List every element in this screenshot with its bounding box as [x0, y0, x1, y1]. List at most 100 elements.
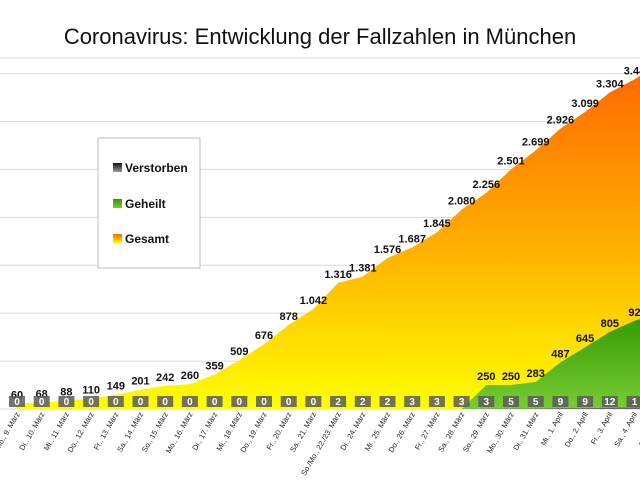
data-label-geheilt: 645 [576, 333, 594, 345]
data-label-bg-verstorben [354, 396, 371, 407]
x-tick-label: Mi., 1. April [539, 410, 566, 447]
data-label-geheilt: 250 [502, 371, 520, 383]
data-label-bg-verstorben [404, 396, 421, 407]
data-label-verstorben: 5 [508, 397, 514, 408]
data-label-verstorben: 0 [113, 397, 119, 408]
data-label-geheilt: 805 [601, 318, 619, 330]
data-label-bg-verstorben [305, 396, 322, 407]
data-label-gesamt: 509 [230, 346, 248, 358]
data-label-bg-verstorben [527, 396, 544, 407]
data-label-gesamt: 2.926 [547, 115, 575, 127]
x-tick-label: Sa., 4. April [612, 410, 639, 448]
data-label-gesamt: 1.381 [349, 263, 377, 275]
data-label-gesamt: 1.687 [398, 233, 426, 245]
legend-label-verstorben: Verstorben [125, 161, 188, 175]
x-tick-label: Fr., 3. April [589, 410, 615, 446]
data-label-verstorben: 0 [138, 397, 144, 408]
data-label-bg-verstorben [428, 396, 445, 407]
data-label-gesamt: 260 [181, 370, 199, 382]
area-verstorben [17, 407, 640, 409]
data-label-gesamt: 1.576 [374, 244, 402, 256]
data-label-gesamt: 676 [255, 330, 273, 342]
data-label-bg-verstorben [231, 396, 248, 407]
data-label-bg-verstorben [478, 396, 495, 407]
data-label-verstorben: 2 [360, 397, 366, 408]
data-label-verstorben: 0 [311, 397, 317, 408]
data-label-bg-verstorben [256, 396, 272, 407]
data-label-gesamt: 110 [82, 384, 100, 396]
data-label-geheilt: 92 [628, 307, 640, 319]
data-label-gesamt: 149 [107, 381, 125, 393]
data-label-verstorben: 0 [286, 397, 292, 408]
data-label-bg-verstorben [107, 396, 124, 407]
data-label-gesamt: 2.080 [448, 196, 476, 208]
data-label-verstorben: 3 [409, 397, 415, 408]
data-label-gesamt: 3.44 [624, 65, 640, 77]
data-label-verstorben: 0 [261, 397, 267, 408]
data-label-verstorben: 9 [558, 397, 564, 408]
data-label-gesamt: 878 [280, 311, 298, 323]
x-tick-label: Do., 2. April [563, 410, 590, 448]
data-label-gesamt: 2.501 [497, 155, 525, 167]
area-gesamt [17, 75, 640, 409]
data-label-verstorben: 2 [385, 397, 391, 408]
data-label-verstorben: 3 [459, 397, 465, 408]
data-label-bg-verstorben [132, 396, 149, 407]
legend-swatch-geheilt [113, 199, 122, 208]
data-label-verstorben: 0 [64, 397, 70, 408]
data-label-gesamt: 1.845 [423, 218, 451, 230]
data-label-verstorben: 12 [604, 397, 616, 408]
data-label-gesamt: 1.316 [324, 269, 352, 281]
data-label-gesamt: 2.699 [522, 136, 550, 148]
data-label-bg-verstorben [626, 396, 640, 407]
data-label-geheilt: 487 [551, 348, 569, 360]
data-label-verstorben: 9 [582, 397, 588, 408]
data-label-bg-verstorben [379, 396, 396, 407]
data-label-verstorben: 0 [212, 397, 218, 408]
data-label-bg-verstorben [552, 396, 569, 407]
data-label-bg-verstorben [58, 396, 75, 407]
data-label-bg-verstorben [181, 396, 198, 407]
data-label-bg-verstorben [83, 396, 100, 407]
data-label-bg-verstorben [330, 396, 347, 407]
data-label-bg-verstorben [33, 396, 50, 407]
data-label-bg-verstorben [503, 396, 519, 407]
data-label-verstorben: 0 [14, 397, 20, 408]
data-label-gesamt: 359 [205, 361, 223, 373]
data-label-bg-verstorben [453, 396, 470, 407]
data-label-gesamt: 201 [131, 376, 149, 388]
legend: Verstorben Geheilt Gesamt [97, 137, 201, 269]
data-label-bg-verstorben [601, 396, 618, 407]
data-label-verstorben: 0 [187, 397, 193, 408]
data-label-verstorben: 0 [39, 397, 45, 408]
data-label-geheilt: 250 [477, 371, 495, 383]
data-label-bg-verstorben [577, 396, 594, 407]
x-tick-label: Di., 31. März [511, 410, 540, 452]
data-label-verstorben: 3 [434, 397, 440, 408]
data-label-geheilt: 283 [527, 368, 545, 380]
data-label-verstorben: 2 [335, 397, 341, 408]
data-label-gesamt: 88 [60, 387, 72, 399]
data-label-bg-verstorben [9, 396, 25, 407]
data-label-gesamt: 3.099 [571, 98, 599, 110]
data-marks: 60 68 88 110 149 201 242 2603595096768781.0421.… [9, 65, 640, 408]
legend-swatch-gesamt [113, 234, 122, 243]
data-label-verstorben: 3 [484, 397, 490, 408]
data-label-bg-verstorben [206, 396, 223, 407]
data-label-gesamt: 1.042 [300, 295, 328, 307]
legend-label-gesamt: Gesamt [125, 232, 169, 246]
data-label-verstorben: 0 [162, 397, 168, 408]
data-label-bg-verstorben [280, 396, 297, 407]
data-label-gesamt: 3.304 [596, 78, 624, 90]
legend-label-geheilt: Geheilt [125, 197, 166, 211]
legend-swatch-verstorben [113, 163, 122, 172]
chart-title: Coronavirus: Entwicklung der Fallzahlen … [64, 24, 576, 49]
data-label-bg-verstorben [157, 396, 174, 407]
data-label-gesamt: 242 [156, 372, 174, 384]
data-label-verstorben: 5 [533, 397, 539, 408]
data-label-verstorben: 1 [632, 397, 638, 408]
data-label-gesamt: 2.256 [473, 179, 501, 191]
data-label-verstorben: 0 [88, 397, 94, 408]
